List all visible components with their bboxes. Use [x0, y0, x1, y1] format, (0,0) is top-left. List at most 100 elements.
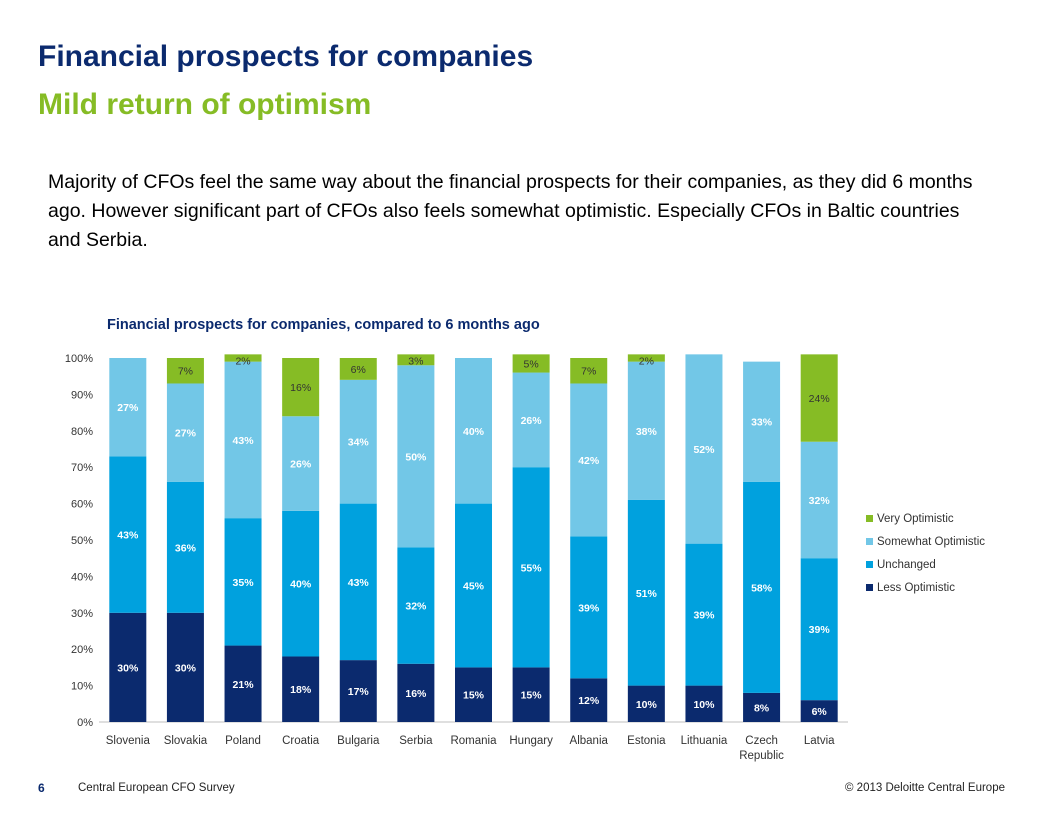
- bar-segment: [282, 416, 320, 511]
- legend-label: Somewhat Optimistic: [877, 536, 985, 548]
- data-label: 5%: [524, 358, 539, 370]
- data-label: 6%: [812, 706, 828, 718]
- data-label: 2%: [639, 355, 654, 367]
- footer-copyright: © 2013 Deloitte Central Europe: [845, 782, 1005, 794]
- bar-segment: [800, 700, 838, 722]
- legend-label: Less Optimistic: [877, 582, 955, 594]
- data-label: 38%: [636, 426, 658, 438]
- data-label: 58%: [751, 582, 773, 594]
- bar-segment: [397, 547, 435, 664]
- bar-segment: [570, 358, 608, 384]
- data-label: 50%: [405, 451, 427, 463]
- bar-segment: [282, 358, 320, 417]
- data-label: 18%: [290, 684, 312, 696]
- bar-segment: [224, 518, 262, 646]
- bar-segment: [685, 543, 723, 686]
- bar-segment: [339, 358, 377, 380]
- data-label: 35%: [233, 577, 255, 589]
- data-label: 27%: [117, 402, 139, 414]
- bar-segment: [397, 663, 435, 722]
- bar-segment: [109, 358, 147, 457]
- data-label: 26%: [290, 459, 312, 471]
- data-label: 15%: [463, 690, 485, 702]
- data-label: 17%: [348, 686, 370, 698]
- bar-segment: [339, 379, 377, 504]
- x-tick-label: Hungary: [509, 735, 553, 747]
- y-tick-label: 30%: [71, 608, 93, 620]
- data-label: 43%: [233, 435, 255, 447]
- bar-segment: [800, 558, 838, 701]
- data-label: 2%: [235, 355, 250, 367]
- bar-segment: [282, 510, 320, 657]
- bar-segment: [109, 456, 147, 613]
- bar-segment: [397, 354, 435, 366]
- bar-segment: [224, 645, 262, 722]
- bar-segment: [512, 667, 550, 722]
- x-tick-label: Slovakia: [164, 735, 208, 747]
- bar-segment: [166, 383, 204, 482]
- x-tick-label: Poland: [225, 735, 261, 747]
- x-tick-label: Croatia: [282, 735, 320, 747]
- page-title: Financial prospects for companies: [38, 40, 534, 73]
- data-label: 43%: [117, 530, 139, 542]
- bar-segment: [570, 536, 608, 679]
- page-subtitle: Mild return of optimism: [38, 88, 372, 121]
- data-label: 51%: [636, 588, 658, 600]
- y-tick-label: 0%: [77, 717, 93, 729]
- x-tick-label: Czech Republic: [739, 735, 784, 762]
- chart-canvas: Financial prospects for companies, compa…: [65, 317, 985, 762]
- bar-segment: [743, 692, 781, 722]
- data-label: 7%: [178, 366, 193, 378]
- data-label: 39%: [578, 602, 600, 614]
- data-label: 16%: [405, 688, 427, 700]
- x-tick-label: Albania: [570, 735, 609, 747]
- x-tick-label: Romania: [450, 735, 497, 747]
- data-label: 21%: [233, 679, 255, 691]
- bar-segment: [800, 354, 838, 442]
- page-number: 6: [38, 781, 45, 795]
- bar-segment: [570, 678, 608, 722]
- y-tick-label: 70%: [71, 462, 93, 474]
- x-tick-label: Estonia: [627, 735, 666, 747]
- data-label: 39%: [809, 624, 831, 636]
- bar-segment: [627, 499, 665, 686]
- legend-label: Very Optimistic: [877, 513, 954, 525]
- bar-segment: [627, 361, 665, 500]
- y-tick-label: 100%: [65, 353, 93, 365]
- footer-survey-name: Central European CFO Survey: [78, 782, 235, 794]
- data-label: 32%: [809, 495, 831, 507]
- data-label: 15%: [521, 690, 543, 702]
- bar-segment: [339, 503, 377, 661]
- data-label: 30%: [175, 662, 197, 674]
- data-label: 32%: [405, 601, 427, 613]
- x-tick-label: Serbia: [399, 735, 433, 747]
- bar-segment: [166, 358, 204, 384]
- data-label: 43%: [348, 577, 370, 589]
- bar-segment: [743, 361, 781, 482]
- data-label: 36%: [175, 542, 197, 554]
- data-label: 3%: [408, 355, 423, 367]
- data-label: 12%: [578, 695, 600, 707]
- data-label: 40%: [463, 426, 485, 438]
- bar-segment: [512, 354, 550, 373]
- bar-segment: [455, 667, 492, 722]
- x-tick-label: Latvia: [804, 735, 835, 747]
- stacked-bar-chart: Financial prospects for companies, compa…: [0, 300, 1056, 770]
- y-tick-label: 50%: [71, 535, 93, 547]
- data-label: 10%: [636, 699, 658, 711]
- bar-segment: [455, 358, 492, 504]
- y-tick-label: 20%: [71, 644, 93, 656]
- data-label: 6%: [351, 364, 366, 376]
- data-label: 16%: [290, 382, 311, 394]
- y-tick-label: 60%: [71, 499, 93, 511]
- data-label: 8%: [754, 702, 770, 714]
- data-label: 40%: [290, 579, 312, 591]
- legend-swatch: [866, 584, 873, 591]
- bar-segment: [570, 383, 608, 537]
- legend-swatch: [866, 561, 873, 568]
- x-tick-label: Lithuania: [681, 735, 728, 747]
- bar-segment: [685, 354, 723, 544]
- data-label: 42%: [578, 455, 600, 467]
- bar-segment: [397, 365, 435, 548]
- bar-segment: [627, 354, 665, 362]
